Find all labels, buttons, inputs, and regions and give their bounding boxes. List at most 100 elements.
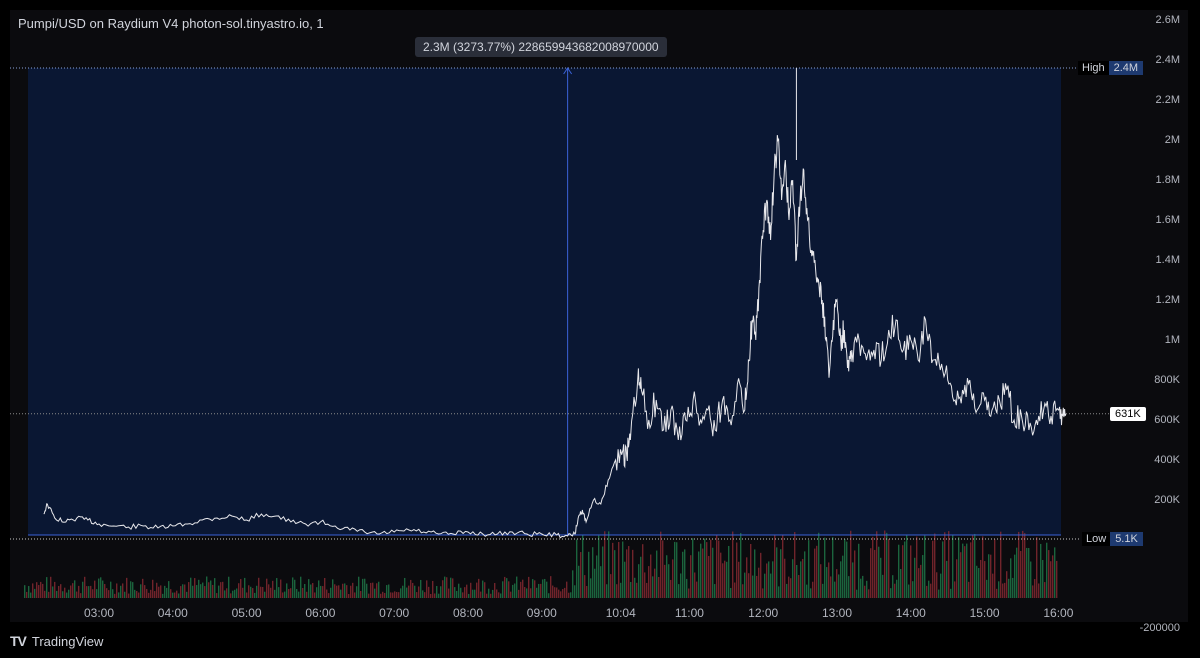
volume-bar (964, 546, 966, 598)
volume-bar (952, 535, 954, 598)
volume-bar (204, 586, 206, 598)
volume-bar (780, 549, 782, 598)
x-tick-label: 11:00 (674, 606, 704, 620)
volume-bar (822, 583, 824, 598)
volume-bar (652, 576, 654, 598)
volume-bar (48, 591, 50, 598)
volume-bar (236, 588, 238, 598)
volume-bar (698, 551, 700, 598)
volume-bar (650, 554, 652, 598)
volume-bar (956, 559, 958, 598)
volume-bar (716, 534, 718, 598)
volume-bar (670, 579, 672, 598)
volume-bar (158, 586, 160, 598)
x-tick-label: 05:00 (231, 606, 262, 620)
volume-bar (546, 581, 548, 598)
volume-bar (170, 589, 172, 598)
volume-bar (64, 587, 66, 598)
volume-bar (108, 590, 110, 598)
volume-bar (848, 576, 850, 598)
volume-bar (250, 586, 252, 598)
volume-bar (908, 584, 910, 598)
volume-bar (620, 582, 622, 598)
volume-bar (946, 560, 948, 598)
volume-bar (860, 578, 862, 598)
volume-bar (30, 592, 32, 598)
volume-bar (266, 578, 268, 598)
volume-bar (100, 577, 102, 598)
volume-bar (98, 578, 100, 598)
volume-bar (1002, 583, 1004, 598)
volume-bar (282, 592, 284, 598)
volume-bar (540, 583, 542, 598)
volume-bar (602, 546, 604, 598)
volume-bar (744, 572, 746, 598)
volume-bar (104, 584, 106, 598)
volume-bar (856, 589, 858, 598)
volume-bar (658, 576, 660, 598)
volume-bar (458, 583, 460, 598)
volume-bar (202, 582, 204, 598)
chart-container[interactable]: Pumpi/USD on Raydium V4 photon-sol.tinya… (10, 10, 1188, 634)
volume-bar (166, 587, 168, 598)
volume-bar (810, 588, 812, 598)
volume-bar (350, 585, 352, 598)
volume-bar (102, 580, 104, 598)
volume-bar (376, 583, 378, 598)
volume-bar (420, 579, 422, 598)
volume-bar (230, 593, 232, 598)
volume-bar (944, 532, 946, 598)
volume-bar (902, 545, 904, 598)
volume-bar (704, 538, 706, 598)
volume-bar (858, 543, 860, 598)
volume-bar (510, 591, 512, 598)
volume-bar (1024, 533, 1026, 598)
volume-bar (928, 580, 930, 598)
tradingview-brand[interactable]: TV TradingView (10, 633, 103, 649)
volume-bar (196, 585, 198, 598)
volume-bar (576, 539, 578, 598)
volume-bar (748, 573, 750, 598)
volume-bar (684, 549, 686, 598)
volume-bar (836, 569, 838, 598)
volume-bar (916, 536, 918, 598)
volume-bar (794, 532, 796, 598)
volume-bar (1010, 558, 1012, 598)
volume-bar (706, 542, 708, 598)
volume-bar (184, 584, 186, 598)
volume-bar (434, 593, 436, 598)
volume-bar (544, 578, 546, 598)
volume-bar (808, 540, 810, 598)
volume-bar (1054, 547, 1056, 598)
high-marker-value: 2.4M (1108, 61, 1144, 75)
volume-bar (494, 583, 496, 598)
volume-bar (156, 582, 158, 598)
volume-bar (568, 592, 570, 598)
chart-title: Pumpi/USD on Raydium V4 photon-sol.tinya… (18, 16, 324, 31)
volume-bar (778, 586, 780, 598)
volume-bar (806, 584, 808, 598)
volume-bar (418, 586, 420, 598)
volume-bar (918, 568, 920, 598)
volume-bar (394, 591, 396, 598)
volume-bar (864, 585, 866, 598)
volume-bar (592, 547, 594, 598)
volume-bar (402, 585, 404, 598)
volume-bar (38, 585, 40, 598)
volume-bar (374, 588, 376, 598)
tradingview-name: TradingView (31, 633, 104, 649)
volume-bar (518, 589, 520, 598)
volume-bar (572, 570, 574, 598)
volume-bar (562, 589, 564, 598)
y-tick-label: 1.6M (1155, 214, 1180, 226)
volume-bar (182, 584, 184, 598)
volume-bar (232, 590, 234, 598)
volume-bar (1008, 578, 1010, 598)
volume-bar (468, 593, 470, 598)
volume-bar (356, 586, 358, 598)
volume-bar (482, 580, 484, 598)
x-tick-label: 16:00 (1043, 606, 1074, 620)
volume-bar (610, 574, 612, 598)
price-chart-svg[interactable] (10, 10, 1188, 600)
volume-bar (776, 547, 778, 598)
